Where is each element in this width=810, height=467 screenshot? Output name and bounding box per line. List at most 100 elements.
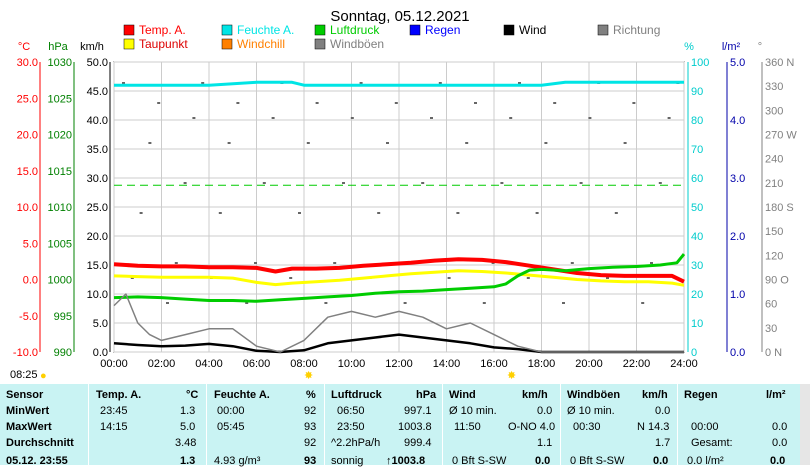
axis-unit-label: hPa — [48, 41, 68, 53]
series-line-temp-a- — [113, 257, 685, 284]
direction-mark — [553, 102, 557, 104]
legend-label: Windchill — [237, 37, 285, 51]
vertical-scrollbar[interactable] — [800, 384, 810, 465]
direction-mark — [157, 102, 161, 104]
legend-label: Wind — [519, 23, 546, 37]
hdr-hum-unit: % — [306, 389, 316, 401]
max-wind-value: O-NO 4.0 — [508, 421, 556, 433]
direction-mark — [456, 212, 460, 214]
cur-hum-value: 93 — [304, 455, 317, 467]
axis-tick-label: 0 N — [765, 347, 782, 359]
min-wind-label: Ø 10 min. — [449, 405, 497, 417]
direction-mark — [632, 102, 636, 104]
direction-mark — [430, 117, 433, 119]
x-tick-label: 04:00 — [195, 358, 223, 370]
direction-mark — [394, 102, 398, 104]
axis-tick-label: 50.0 — [87, 57, 108, 69]
direction-mark — [403, 302, 407, 304]
axis-units: °C hPa km/h% l/m² ° — [18, 41, 762, 53]
axis-tick-label: 20.0 — [87, 231, 108, 243]
cur-wind-value: 0.0 — [535, 455, 551, 467]
series-line-taupunkt — [113, 269, 685, 287]
axis-tick-label: 90 — [691, 86, 703, 98]
direction-mark — [526, 277, 530, 279]
axis-tick-label: 150 — [765, 226, 783, 238]
direction-mark — [474, 102, 477, 104]
min-temp-time: 23:45 — [100, 405, 128, 417]
x-tick-label: 06:00 — [243, 358, 271, 370]
cur-hum-abs: 4.93 g/m³ — [214, 455, 261, 467]
series-line-feuchte-a- — [114, 80, 684, 87]
legend-swatch — [597, 24, 609, 36]
axis-unit-label: ° — [758, 41, 762, 53]
min-hum-time: 00:00 — [217, 405, 245, 417]
axis-tick-label: 0.0 — [93, 347, 108, 359]
direction-mark — [650, 262, 653, 264]
direction-mark — [562, 302, 565, 304]
sun-time-row: 08:25 ● ✸ ✸ — [0, 369, 810, 383]
direction-mark — [183, 182, 187, 184]
axis-tick-label: 60 — [691, 173, 703, 185]
hdr-press-unit: hPa — [416, 389, 437, 401]
series-line-windb-en — [113, 293, 684, 353]
direction-mark — [491, 262, 495, 264]
axis-tick-label: 20.0 — [17, 130, 38, 142]
grid-lines — [113, 61, 685, 353]
axis-tick-label: 100 — [691, 57, 709, 69]
legend-swatch — [409, 24, 421, 36]
cur-rain-daily: 0.0 l/m² — [687, 455, 724, 467]
direction-mark — [535, 212, 539, 214]
axis-tick-label: 0.0 — [730, 347, 745, 359]
legend-label: Taupunkt — [139, 37, 188, 51]
direction-mark — [606, 277, 609, 279]
direction-mark — [614, 212, 618, 214]
legend-swatch — [314, 38, 326, 50]
legend-swatch — [503, 24, 515, 36]
axis-tick-label: 180 S — [765, 202, 794, 214]
direction-mark — [148, 142, 152, 144]
max-press-time: 23:50 — [337, 421, 365, 433]
max-gust-value: N 14.3 — [637, 421, 670, 433]
axis-unit-label: km/h — [80, 41, 104, 53]
legend-label: Luftdruck — [330, 23, 380, 37]
axis-tick-label: 120 — [765, 250, 783, 262]
axis-tick-label: 30.0 — [17, 57, 38, 69]
x-tick-label: 24:00 — [670, 358, 698, 370]
direction-mark — [306, 142, 310, 144]
hdr-gust: Windböen — [567, 389, 621, 401]
data-marks — [122, 82, 680, 304]
direction-mark — [465, 142, 469, 144]
sunset-icon: ✸ — [507, 370, 517, 382]
axis-unit-label: l/m² — [722, 41, 741, 53]
axis-tick-label: -5.0 — [19, 311, 38, 323]
axis-unit-label: % — [684, 41, 694, 53]
axis-tick-label: 40.0 — [87, 115, 108, 127]
axis-tick-label: 1000 — [48, 275, 72, 287]
max-gust-time: 00:30 — [573, 421, 601, 433]
direction-mark — [667, 117, 671, 119]
legend-label: Richtung — [613, 23, 660, 37]
hdr-sensor: Sensor — [6, 389, 44, 401]
axis-tick-label: 1.0 — [730, 289, 745, 301]
axis-tick-label: 25.0 — [87, 202, 108, 214]
axis-tick-label: 30.0 — [87, 173, 108, 185]
axis-tick-label: 0.0 — [23, 275, 38, 287]
hdr-temp-unit: °C — [186, 389, 199, 401]
avg-press-trend: ^2.2hPa/h — [331, 437, 381, 449]
weather-chart: Sonntag, 05.12.2021 Temp. A. Feuchte A. Lu… — [13, 8, 797, 370]
direction-mark — [201, 82, 205, 84]
axis-tick-label: 10.0 — [17, 202, 38, 214]
direction-mark — [245, 302, 249, 304]
min-gust-value: 0.0 — [655, 405, 671, 417]
axis-tick-label: 1020 — [48, 130, 72, 142]
direction-mark — [324, 302, 328, 304]
x-tick-label: 14:00 — [433, 358, 461, 370]
x-tick-label: 08:00 — [290, 358, 318, 370]
direction-mark — [122, 82, 125, 84]
direction-mark — [658, 182, 662, 184]
axis-tick-label: 50 — [691, 202, 703, 214]
hdr-rain: Regen — [684, 389, 718, 401]
direction-mark — [262, 182, 266, 184]
direction-mark — [518, 82, 521, 84]
max-temp-value: 5.0 — [180, 421, 196, 433]
